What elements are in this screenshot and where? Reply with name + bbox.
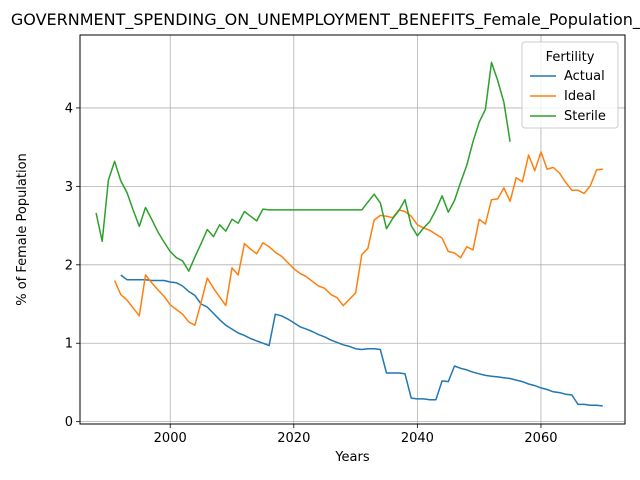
x-tick-label: 2000	[154, 431, 187, 446]
y-tick-label: 1	[65, 337, 73, 352]
legend-title: Fertility	[546, 50, 595, 65]
legend-label-ideal: Ideal	[564, 89, 596, 104]
x-tick-label: 2020	[277, 431, 310, 446]
legend-label-sterile: Sterile	[564, 109, 606, 124]
y-tick-label: 4	[65, 101, 73, 116]
x-tick-label: 2060	[524, 431, 557, 446]
y-tick-label: 2	[65, 258, 73, 273]
axis-ticks: 2000 2020 2040 2060 0 1 2 3 4	[65, 101, 558, 446]
series-line-ideal	[113, 151, 603, 326]
series-line-sterile	[95, 61, 511, 272]
series-lines	[95, 61, 603, 407]
y-tick-label: 3	[65, 180, 73, 195]
legend-label-actual: Actual	[564, 69, 605, 84]
plot-frame	[79, 34, 626, 425]
y-tick-label: 0	[65, 415, 73, 430]
y-axis-label: % of Female Population	[15, 153, 30, 306]
legend-box	[521, 41, 619, 129]
legend: Fertility Actual Ideal Sterile	[521, 41, 619, 129]
x-tick-label: 2040	[401, 431, 434, 446]
chart-title: GOVERNMENT_SPENDING_ON_UNEMPLOYMENT_BENE…	[11, 10, 640, 30]
x-axis-label: Years	[334, 450, 370, 465]
